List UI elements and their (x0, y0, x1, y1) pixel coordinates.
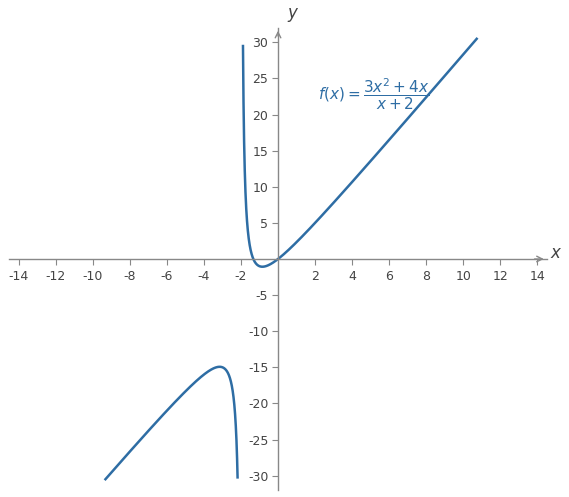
Text: $x$: $x$ (550, 244, 563, 262)
Text: $y$: $y$ (287, 6, 300, 24)
Text: $f(x) = \dfrac{3x^2 + 4x}{x + 2}$: $f(x) = \dfrac{3x^2 + 4x}{x + 2}$ (318, 77, 430, 112)
